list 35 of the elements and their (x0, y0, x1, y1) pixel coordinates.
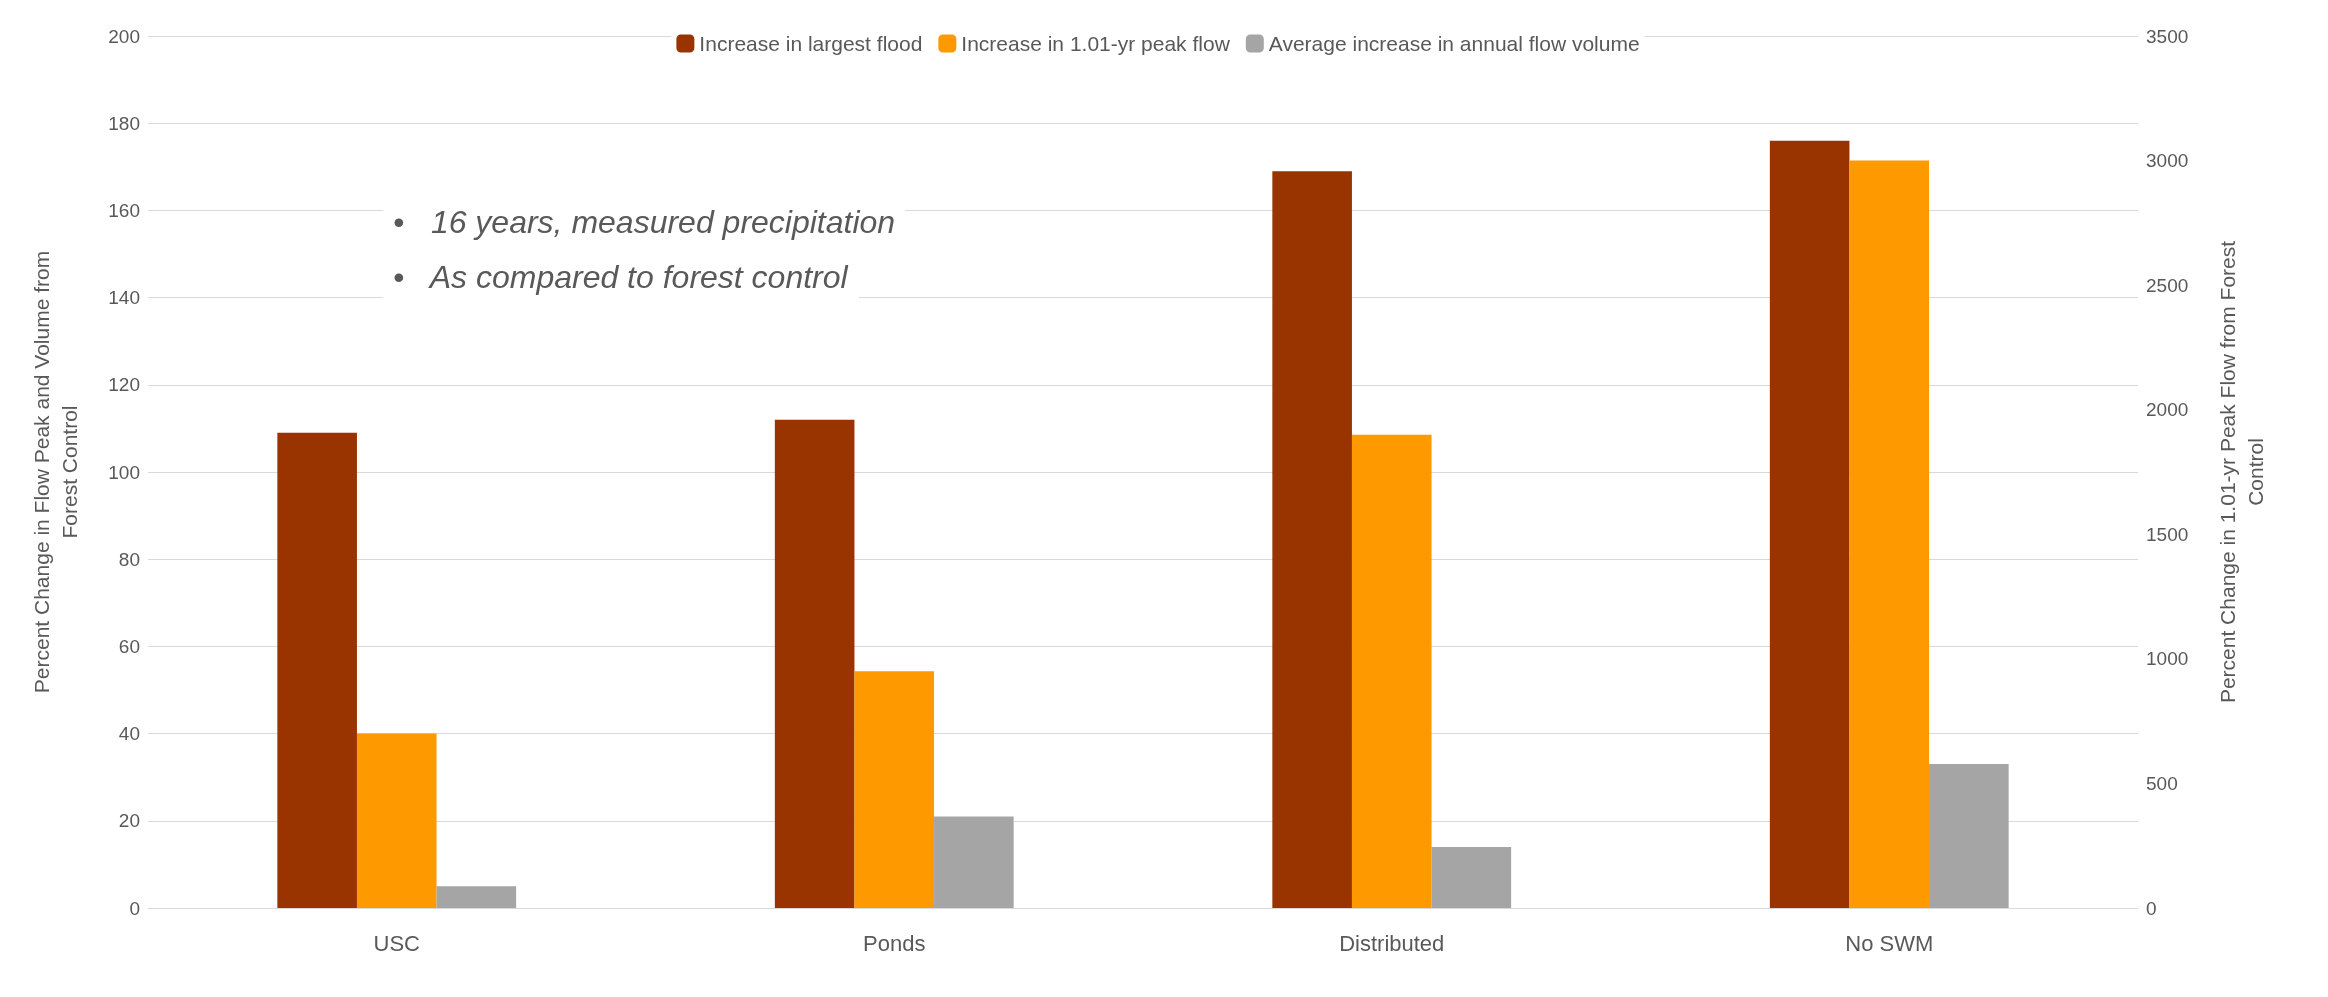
y-tick-label: 140 (108, 287, 140, 309)
x-tick-label: USC (373, 930, 421, 956)
y-tick-label: 0 (129, 897, 140, 919)
x-tick-label: No SWM (1845, 930, 1934, 956)
legend-label: Increase in largest flood (699, 32, 923, 55)
y-tick-label: 20 (118, 810, 140, 832)
y-tick-label: 160 (108, 199, 140, 221)
y-tick-label: 180 (108, 112, 140, 134)
bar (277, 432, 357, 908)
y-tick-label: 120 (108, 374, 140, 396)
y-tick-label: 80 (118, 548, 140, 570)
y-tick-label: 60 (118, 635, 140, 657)
y2-tick-label: 1000 (2146, 648, 2189, 670)
legend-label: Average increase in annual flow volume (1268, 32, 1640, 55)
x-tick-label: Distributed (1339, 930, 1445, 956)
annotation: • As compared to forest control (393, 259, 849, 295)
bar (436, 886, 517, 908)
bar (774, 419, 855, 908)
bar (1929, 764, 2009, 908)
y2-axis-title: Percent Change in 1.01-yr Peak Flow from Forest Control (2215, 240, 2267, 704)
y2-tick-label: 1500 (2146, 523, 2189, 545)
y-tick-label: 200 (108, 25, 140, 47)
legend-label: Increase in 1.01-yr peak flow (961, 32, 1231, 55)
bar (1431, 846, 1512, 908)
x-tick-label: Ponds (863, 930, 926, 956)
y-tick-label: 40 (118, 723, 140, 745)
y2-tick-label: 500 (2146, 772, 2178, 794)
y2-tick-label: 2000 (2146, 399, 2189, 421)
annotation: • 16 years, measured precipitation (393, 204, 896, 240)
y2-tick-label: 3000 (2146, 150, 2189, 172)
y2-tick-label: 3500 (2146, 25, 2189, 47)
y2-tick-label: 0 (2146, 897, 2157, 919)
y-tick-label: 100 (108, 461, 140, 483)
y2-tick-label: 2500 (2146, 274, 2189, 296)
y-axis-title: Percent Change in Flow Peak and Volume from Forest Control (29, 250, 81, 694)
